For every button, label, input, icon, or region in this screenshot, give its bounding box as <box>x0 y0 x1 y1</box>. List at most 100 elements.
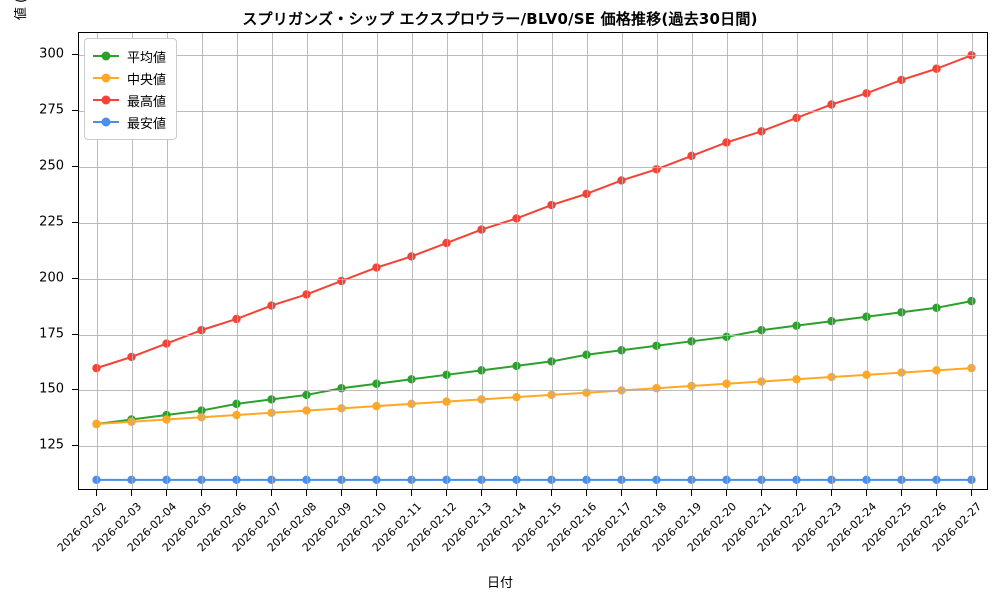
legend-item[interactable]: 中央値 <box>93 67 166 89</box>
x-gridline <box>411 33 413 489</box>
x-gridline <box>691 33 693 489</box>
data-point-marker <box>372 263 381 272</box>
x-gridline <box>726 33 728 489</box>
data-point-marker <box>582 189 591 199</box>
chart-legend: 平均値 中央値最高値最安値 <box>84 38 178 140</box>
data-point-marker <box>337 404 346 413</box>
data-point-marker <box>512 214 521 223</box>
data-point-marker <box>407 252 416 261</box>
x-gridline <box>341 33 343 489</box>
x-tick-mark <box>795 490 797 496</box>
x-tick-mark <box>900 490 902 496</box>
data-point-marker <box>547 200 556 210</box>
series-line <box>95 367 973 425</box>
legend-line-swatch <box>93 73 119 83</box>
y-gridline <box>79 334 987 336</box>
x-gridline <box>96 33 98 489</box>
plot-area <box>78 32 988 490</box>
legend-item[interactable]: 最高値 <box>93 89 166 111</box>
x-tick-mark <box>480 490 482 496</box>
legend-label: 最安値 <box>127 116 167 132</box>
x-gridline <box>621 33 623 489</box>
legend-item[interactable]: 最安値 <box>93 111 166 133</box>
legend-marker-dot <box>101 95 111 105</box>
x-tick-mark <box>340 490 342 496</box>
x-gridline <box>306 33 308 489</box>
y-tick-label: 125 <box>39 437 64 453</box>
x-gridline <box>866 33 868 489</box>
data-point-marker <box>407 399 416 409</box>
data-point-marker <box>477 225 486 234</box>
y-tick-mark <box>72 445 78 447</box>
x-tick-mark <box>270 490 272 496</box>
x-tick-mark <box>760 490 762 496</box>
y-tick-mark <box>72 277 78 279</box>
y-tick-label: 200 <box>39 270 64 286</box>
y-gridline <box>79 446 987 448</box>
legend-marker-dot <box>101 73 111 83</box>
data-point-marker <box>372 475 381 485</box>
x-tick-mark <box>165 490 167 496</box>
chart-title: スプリガンズ・シップ エクスプロウラー/BLV0/SE 価格推移(過去30日間) <box>242 10 758 28</box>
data-point-marker <box>512 392 521 402</box>
data-point-marker <box>547 475 556 485</box>
x-gridline <box>586 33 588 489</box>
y-tick-mark <box>72 110 78 112</box>
y-tick-label: 275 <box>39 102 64 118</box>
x-tick-mark <box>550 490 552 496</box>
x-tick-mark <box>865 490 867 496</box>
x-gridline <box>551 33 553 489</box>
y-tick-label: 300 <box>39 46 64 62</box>
x-gridline <box>271 33 273 489</box>
legend-line-swatch <box>93 95 119 105</box>
x-tick-mark <box>200 490 202 496</box>
legend-line-swatch <box>93 117 119 127</box>
x-tick-mark <box>830 490 832 496</box>
x-gridline <box>236 33 238 489</box>
data-point-marker <box>477 366 486 375</box>
data-point-marker <box>442 475 451 485</box>
x-tick-mark <box>95 490 97 496</box>
x-tick-mark <box>445 490 447 496</box>
legend-label: 最高値 <box>127 94 167 110</box>
y-tick-mark <box>72 221 78 223</box>
legend-marker-dot <box>101 51 111 61</box>
legend-marker-dot <box>101 117 111 127</box>
data-point-marker <box>372 401 381 411</box>
data-point-marker <box>547 357 556 366</box>
series-line <box>95 300 973 425</box>
data-point-marker <box>442 397 451 406</box>
data-point-marker <box>547 390 556 400</box>
legend-label: 平均値 <box>127 50 167 66</box>
data-point-marker <box>477 395 486 404</box>
x-tick-mark <box>935 490 937 496</box>
y-gridline <box>79 222 987 224</box>
x-tick-mark <box>305 490 307 496</box>
data-point-marker <box>512 361 521 371</box>
x-gridline <box>831 33 833 489</box>
legend-line-swatch <box>93 51 119 61</box>
x-tick-mark <box>620 490 622 496</box>
x-gridline <box>971 33 973 489</box>
x-tick-mark <box>970 490 972 496</box>
x-tick-mark <box>130 490 132 496</box>
y-tick-label: 225 <box>39 214 64 230</box>
data-point-marker <box>407 375 416 384</box>
x-gridline <box>481 33 483 489</box>
data-point-marker <box>477 475 486 485</box>
x-tick-mark <box>515 490 517 496</box>
x-tick-mark <box>690 490 692 496</box>
x-tick-mark <box>375 490 377 496</box>
legend-item[interactable]: 平均値 <box>93 45 166 67</box>
x-gridline <box>131 33 133 489</box>
x-tick-mark <box>725 490 727 496</box>
y-tick-mark <box>72 333 78 335</box>
x-gridline <box>376 33 378 489</box>
x-tick-mark <box>585 490 587 496</box>
y-tick-label: 175 <box>39 326 64 342</box>
y-tick-mark <box>72 389 78 391</box>
x-gridline <box>446 33 448 489</box>
x-tick-mark <box>410 490 412 496</box>
x-gridline <box>901 33 903 489</box>
